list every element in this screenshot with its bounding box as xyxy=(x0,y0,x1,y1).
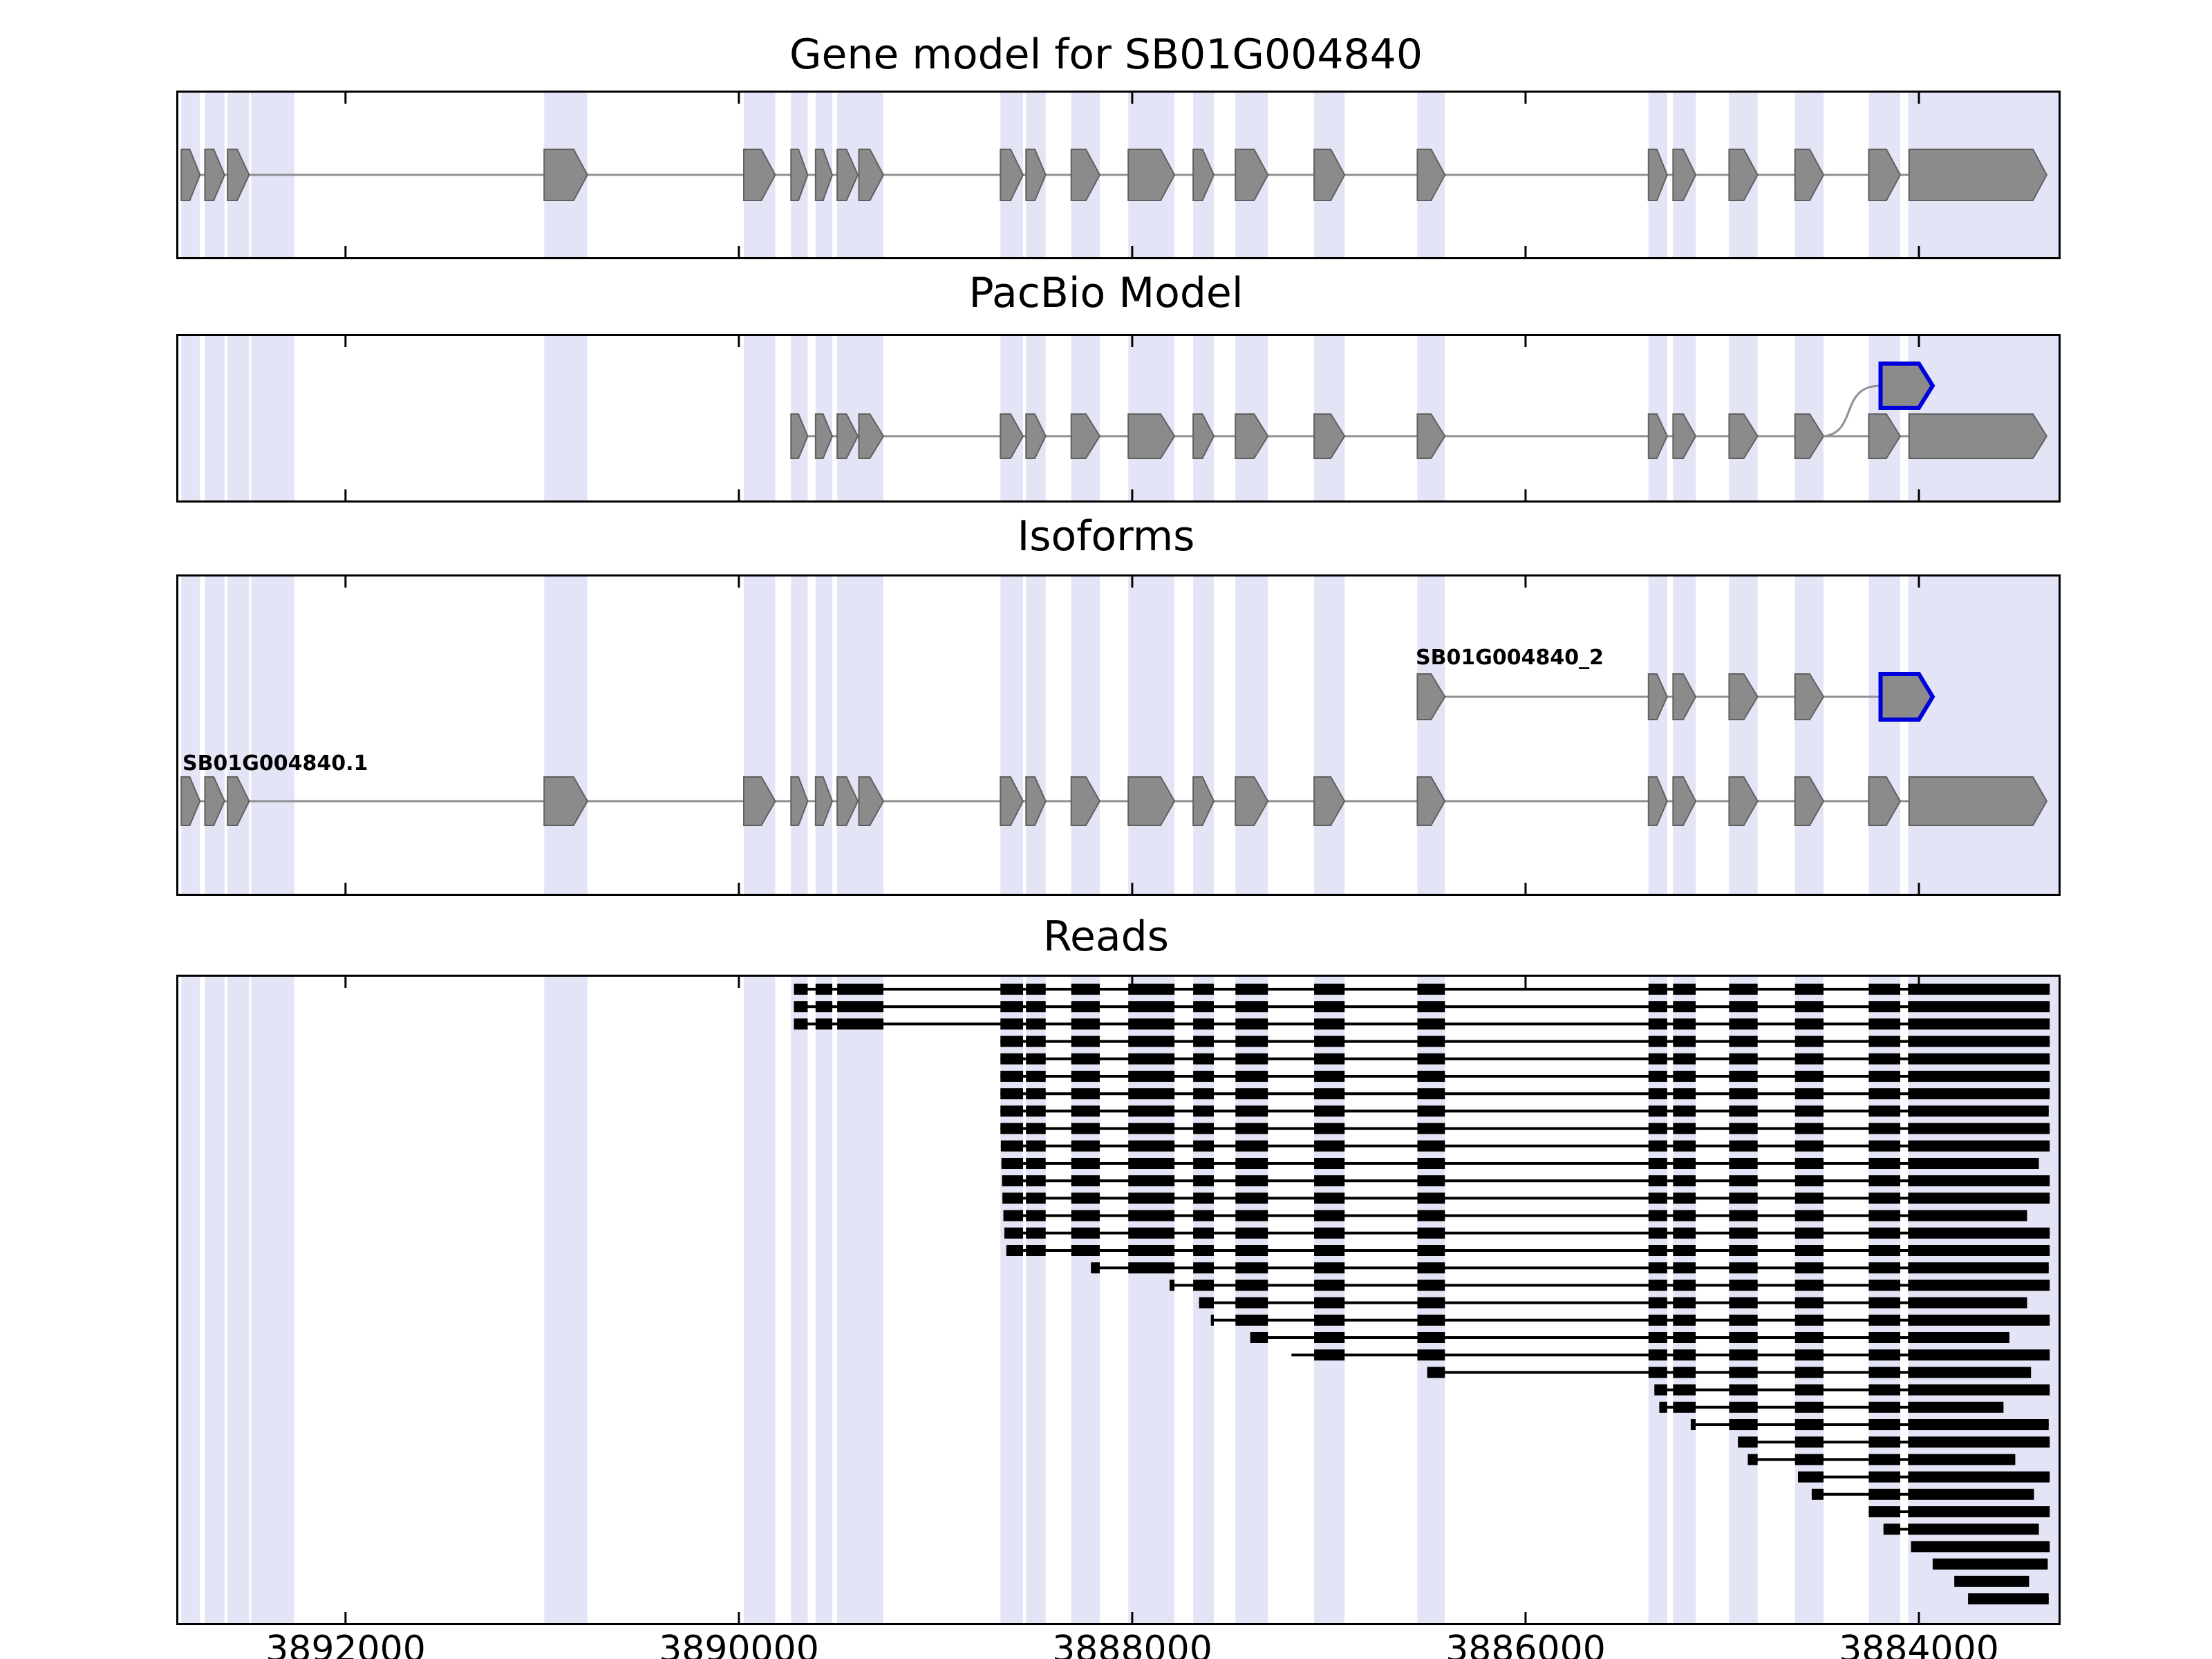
panel-title-reads: Reads xyxy=(1042,912,1170,961)
panel-pacbio-model xyxy=(176,334,2061,503)
x-tick-label: 3886000 xyxy=(1445,1629,1606,1659)
reads-plot xyxy=(181,977,2059,1623)
panel-isoforms: SB01G004840_2 SB01G004840.1 xyxy=(176,574,2061,896)
panel-title-pacbio-model: PacBio Model xyxy=(968,269,1244,317)
x-tick-label: 3890000 xyxy=(659,1629,819,1659)
pacbio-model-plot xyxy=(181,336,2059,500)
panel-reads xyxy=(176,975,2061,1625)
panel-title-gene-model: Gene model for SB01G004840 xyxy=(789,30,1423,79)
isoform-label-2: SB01G004840_2 xyxy=(1416,646,1604,670)
x-tick-label: 3884000 xyxy=(1839,1629,1999,1659)
isoforms-plot xyxy=(180,577,2059,894)
isoform-label-1: SB01G004840.1 xyxy=(182,751,368,776)
x-tick-label: 3892000 xyxy=(265,1629,426,1659)
gene-model-plot xyxy=(180,93,2059,257)
panel-title-isoforms: Isoforms xyxy=(1017,512,1195,561)
panel-gene-model xyxy=(176,91,2061,259)
x-tick-label: 3888000 xyxy=(1052,1629,1212,1659)
